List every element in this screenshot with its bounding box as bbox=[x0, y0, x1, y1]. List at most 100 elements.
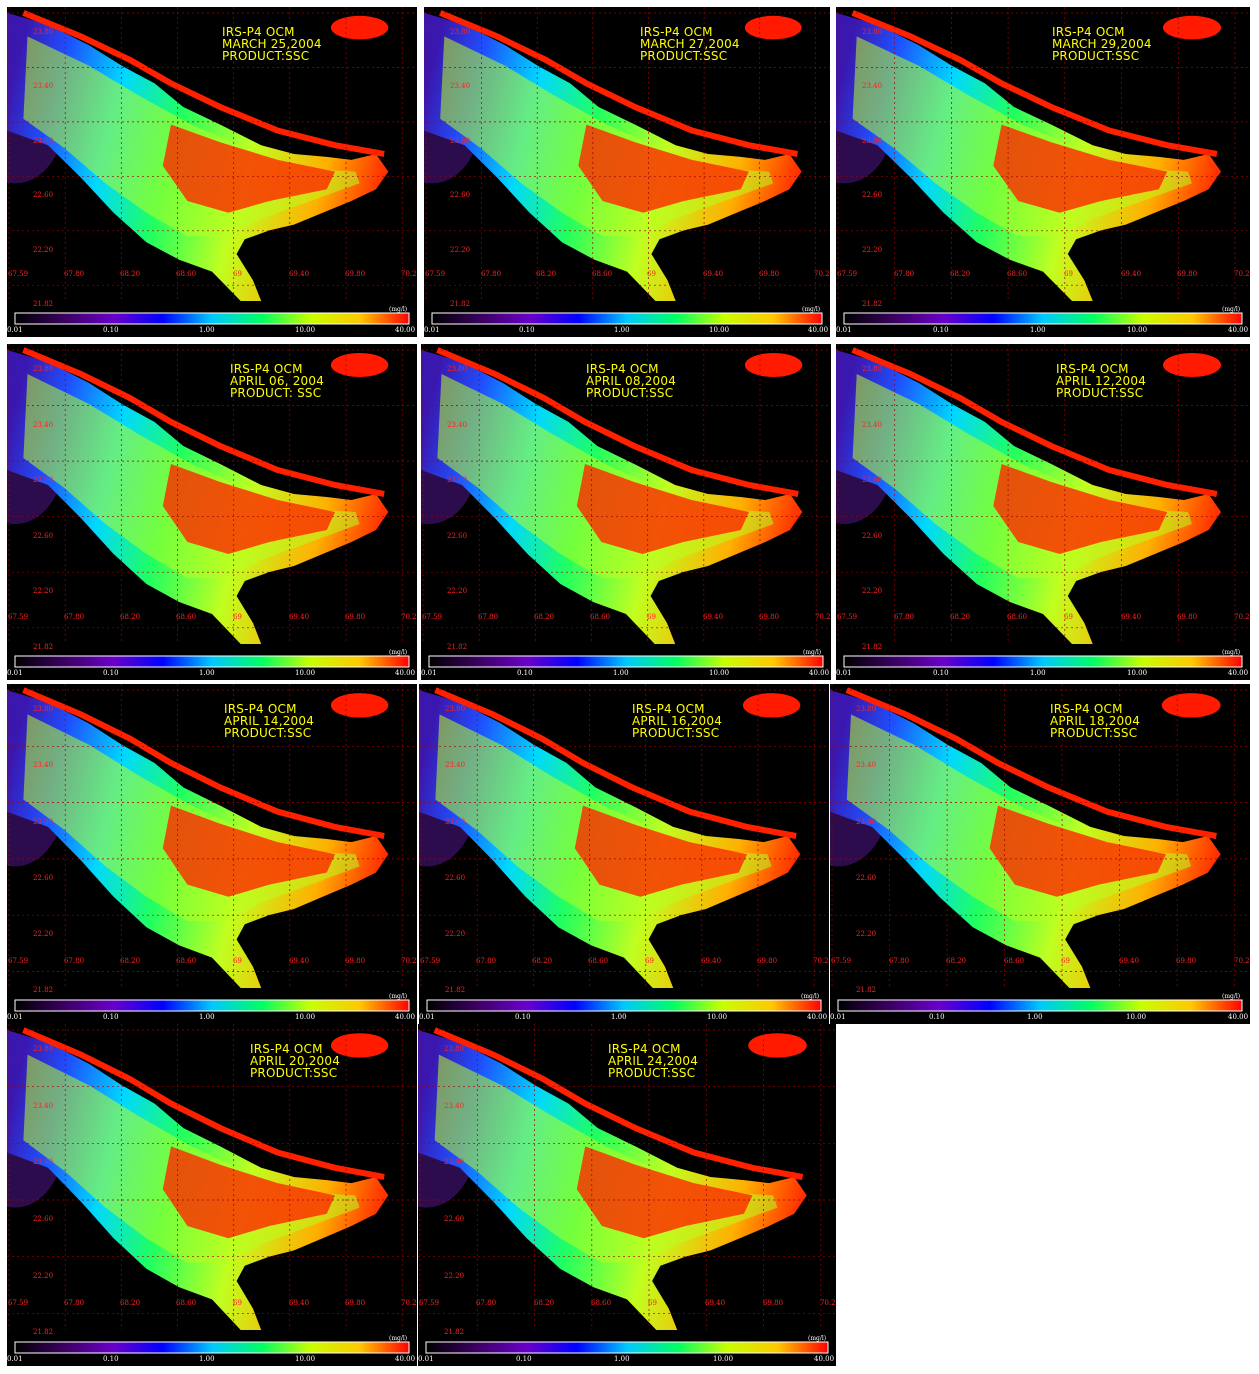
latitude-label: 22.60 bbox=[447, 532, 468, 540]
colorbar-tick-label: 0.10 bbox=[103, 1355, 119, 1363]
longitude-label: 69.80 bbox=[759, 270, 780, 278]
map-panel: 23.80 23.40 23.00 22.60 22.20 21.82 67.59 67.80… bbox=[836, 7, 1250, 337]
colorbar-tick-label: 0.10 bbox=[103, 669, 119, 677]
colorbar-tick-label: 40.00 bbox=[1228, 1013, 1249, 1021]
map-panel: 23.80 23.40 23.00 22.60 22.20 21.82 67.59 67.80… bbox=[421, 344, 831, 680]
map-panel: 23.80 23.40 23.00 22.60 22.20 21.82 67.59 67.80… bbox=[7, 684, 417, 1024]
latitude-label: 23.40 bbox=[33, 82, 54, 90]
ssc-map-image bbox=[830, 684, 1250, 1012]
latitude-label: 23.40 bbox=[33, 421, 54, 429]
longitude-label: 69.40 bbox=[703, 613, 724, 621]
colorbar-tick-label: 10.00 bbox=[1127, 669, 1148, 677]
caption-date: MARCH 27,2004 bbox=[640, 37, 740, 51]
colorbar-tick-label: 40.00 bbox=[395, 1355, 416, 1363]
colorbar-tick-label: 1.00 bbox=[611, 1013, 627, 1021]
latitude-label: 23.40 bbox=[444, 1102, 465, 1110]
latitude-label: 22.20 bbox=[445, 930, 466, 938]
land-patch bbox=[330, 353, 389, 377]
caption-product: PRODUCT:SSC bbox=[586, 386, 674, 400]
longitude-label: 69.40 bbox=[1119, 957, 1140, 965]
longitude-label: 67.59 bbox=[8, 270, 29, 278]
colorbar-tick-label: 0.01 bbox=[418, 1355, 434, 1363]
latitude-label: 21.82 bbox=[444, 1328, 465, 1336]
latitude-label: 22.60 bbox=[33, 1215, 54, 1223]
latitude-label: 23.40 bbox=[445, 761, 466, 769]
latitude-label: 23.80 bbox=[33, 705, 54, 713]
coastal-fringe bbox=[22, 347, 385, 497]
latitude-label: 23.80 bbox=[856, 705, 877, 713]
latitude-label: 23.00 bbox=[447, 476, 468, 484]
colorbar-tick-label: 0.10 bbox=[516, 1355, 532, 1363]
colorbar-tick-label: 0.10 bbox=[933, 669, 949, 677]
colorbar-tick-label: 10.00 bbox=[1127, 326, 1148, 334]
latitude-label: 23.00 bbox=[445, 818, 466, 826]
caption-title: IRS-P4 OCM bbox=[250, 1042, 323, 1056]
latitude-label: 23.80 bbox=[445, 705, 466, 713]
caption-date: APRIL 12,2004 bbox=[1056, 374, 1147, 388]
longitude-label: 68.60 bbox=[588, 957, 609, 965]
sediment-plume-high bbox=[576, 1146, 753, 1239]
latitude-label: 22.20 bbox=[33, 587, 54, 595]
latitude-label: 23.00 bbox=[33, 818, 54, 826]
colorbar-tick-label: 0.10 bbox=[515, 1013, 531, 1021]
sediment-plume-high bbox=[993, 124, 1168, 213]
latitude-label: 21.82 bbox=[856, 986, 877, 994]
colorbar-tick-label: 10.00 bbox=[713, 1355, 734, 1363]
latitude-label: 23.80 bbox=[33, 1045, 54, 1053]
panel-caption: IRS-P4 OCM MARCH 27,2004 PRODUCT:SSC bbox=[640, 26, 740, 62]
latitude-label: 23.00 bbox=[856, 818, 877, 826]
panel-caption: IRS-P4 OCM MARCH 29,2004 PRODUCT:SSC bbox=[1052, 26, 1152, 62]
longitude-label: 70.20 bbox=[815, 613, 831, 621]
colorbar bbox=[14, 312, 410, 325]
longitude-label: 67.59 bbox=[425, 270, 446, 278]
longitude-label: 69.40 bbox=[701, 957, 722, 965]
longitude-label: 67.80 bbox=[64, 270, 85, 278]
longitude-label: 69.40 bbox=[289, 270, 310, 278]
longitude-label: 69 bbox=[647, 270, 656, 278]
colorbar bbox=[431, 312, 823, 325]
caption-title: IRS-P4 OCM bbox=[640, 25, 713, 39]
colorbar-unit: (mg/l) bbox=[808, 1335, 827, 1342]
ssc-map-image bbox=[7, 1024, 417, 1354]
latitude-label: 21.82 bbox=[445, 986, 466, 994]
longitude-label: 67.80 bbox=[64, 613, 85, 621]
longitude-label: 68.20 bbox=[946, 957, 967, 965]
latitude-label: 23.00 bbox=[862, 476, 883, 484]
colorbar-tick-label: 0.10 bbox=[933, 326, 949, 334]
longitude-label: 68.20 bbox=[120, 957, 141, 965]
colorbar-tick-label: 1.00 bbox=[199, 326, 215, 334]
land-patch bbox=[330, 693, 389, 718]
colorbar-tick-label: 1.00 bbox=[199, 669, 215, 677]
longitude-label: 69.40 bbox=[703, 270, 724, 278]
map-panel: 23.80 23.40 23.00 22.60 22.20 21.82 67.59 67.80… bbox=[7, 1024, 417, 1366]
sediment-plume-high bbox=[162, 805, 335, 897]
longitude-label: 69 bbox=[233, 613, 242, 621]
longitude-label: 68.20 bbox=[950, 270, 971, 278]
caption-date: APRIL 16,2004 bbox=[632, 714, 723, 728]
latitude-label: 22.20 bbox=[862, 587, 883, 595]
longitude-label: 70.20 bbox=[401, 270, 417, 278]
latitude-label: 21.82 bbox=[33, 300, 54, 308]
colorbar-tick-label: 40.00 bbox=[1228, 326, 1249, 334]
ssc-map-image bbox=[424, 7, 830, 325]
caption-date: APRIL 20,2004 bbox=[250, 1054, 341, 1068]
longitude-label: 68.20 bbox=[120, 613, 141, 621]
colorbar-tick-label: 40.00 bbox=[1228, 669, 1249, 677]
caption-product: PRODUCT: SSC bbox=[230, 386, 322, 400]
colorbar-tick-label: 1.00 bbox=[1030, 326, 1046, 334]
colorbar-tick-label: 40.00 bbox=[395, 326, 416, 334]
panel-caption: IRS-P4 OCM APRIL 24,2004 PRODUCT:SSC bbox=[608, 1043, 698, 1079]
caption-title: IRS-P4 OCM bbox=[1056, 362, 1129, 376]
colorbar-unit: (mg/l) bbox=[389, 649, 408, 656]
latitude-label: 23.80 bbox=[444, 1045, 465, 1053]
caption-date: APRIL 18,2004 bbox=[1050, 714, 1141, 728]
land-patch bbox=[742, 693, 801, 718]
longitude-label: 68.60 bbox=[176, 1299, 197, 1307]
map-panel: 23.80 23.40 23.00 22.60 22.20 21.82 67.59 67.80… bbox=[830, 684, 1250, 1024]
caption-date: APRIL 24,2004 bbox=[608, 1054, 699, 1068]
latitude-label: 22.20 bbox=[450, 246, 471, 254]
longitude-label: 69.80 bbox=[757, 957, 778, 965]
ssc-map-image bbox=[7, 684, 417, 1012]
longitude-label: 67.80 bbox=[894, 613, 915, 621]
colorbar-tick-label: 10.00 bbox=[709, 669, 730, 677]
